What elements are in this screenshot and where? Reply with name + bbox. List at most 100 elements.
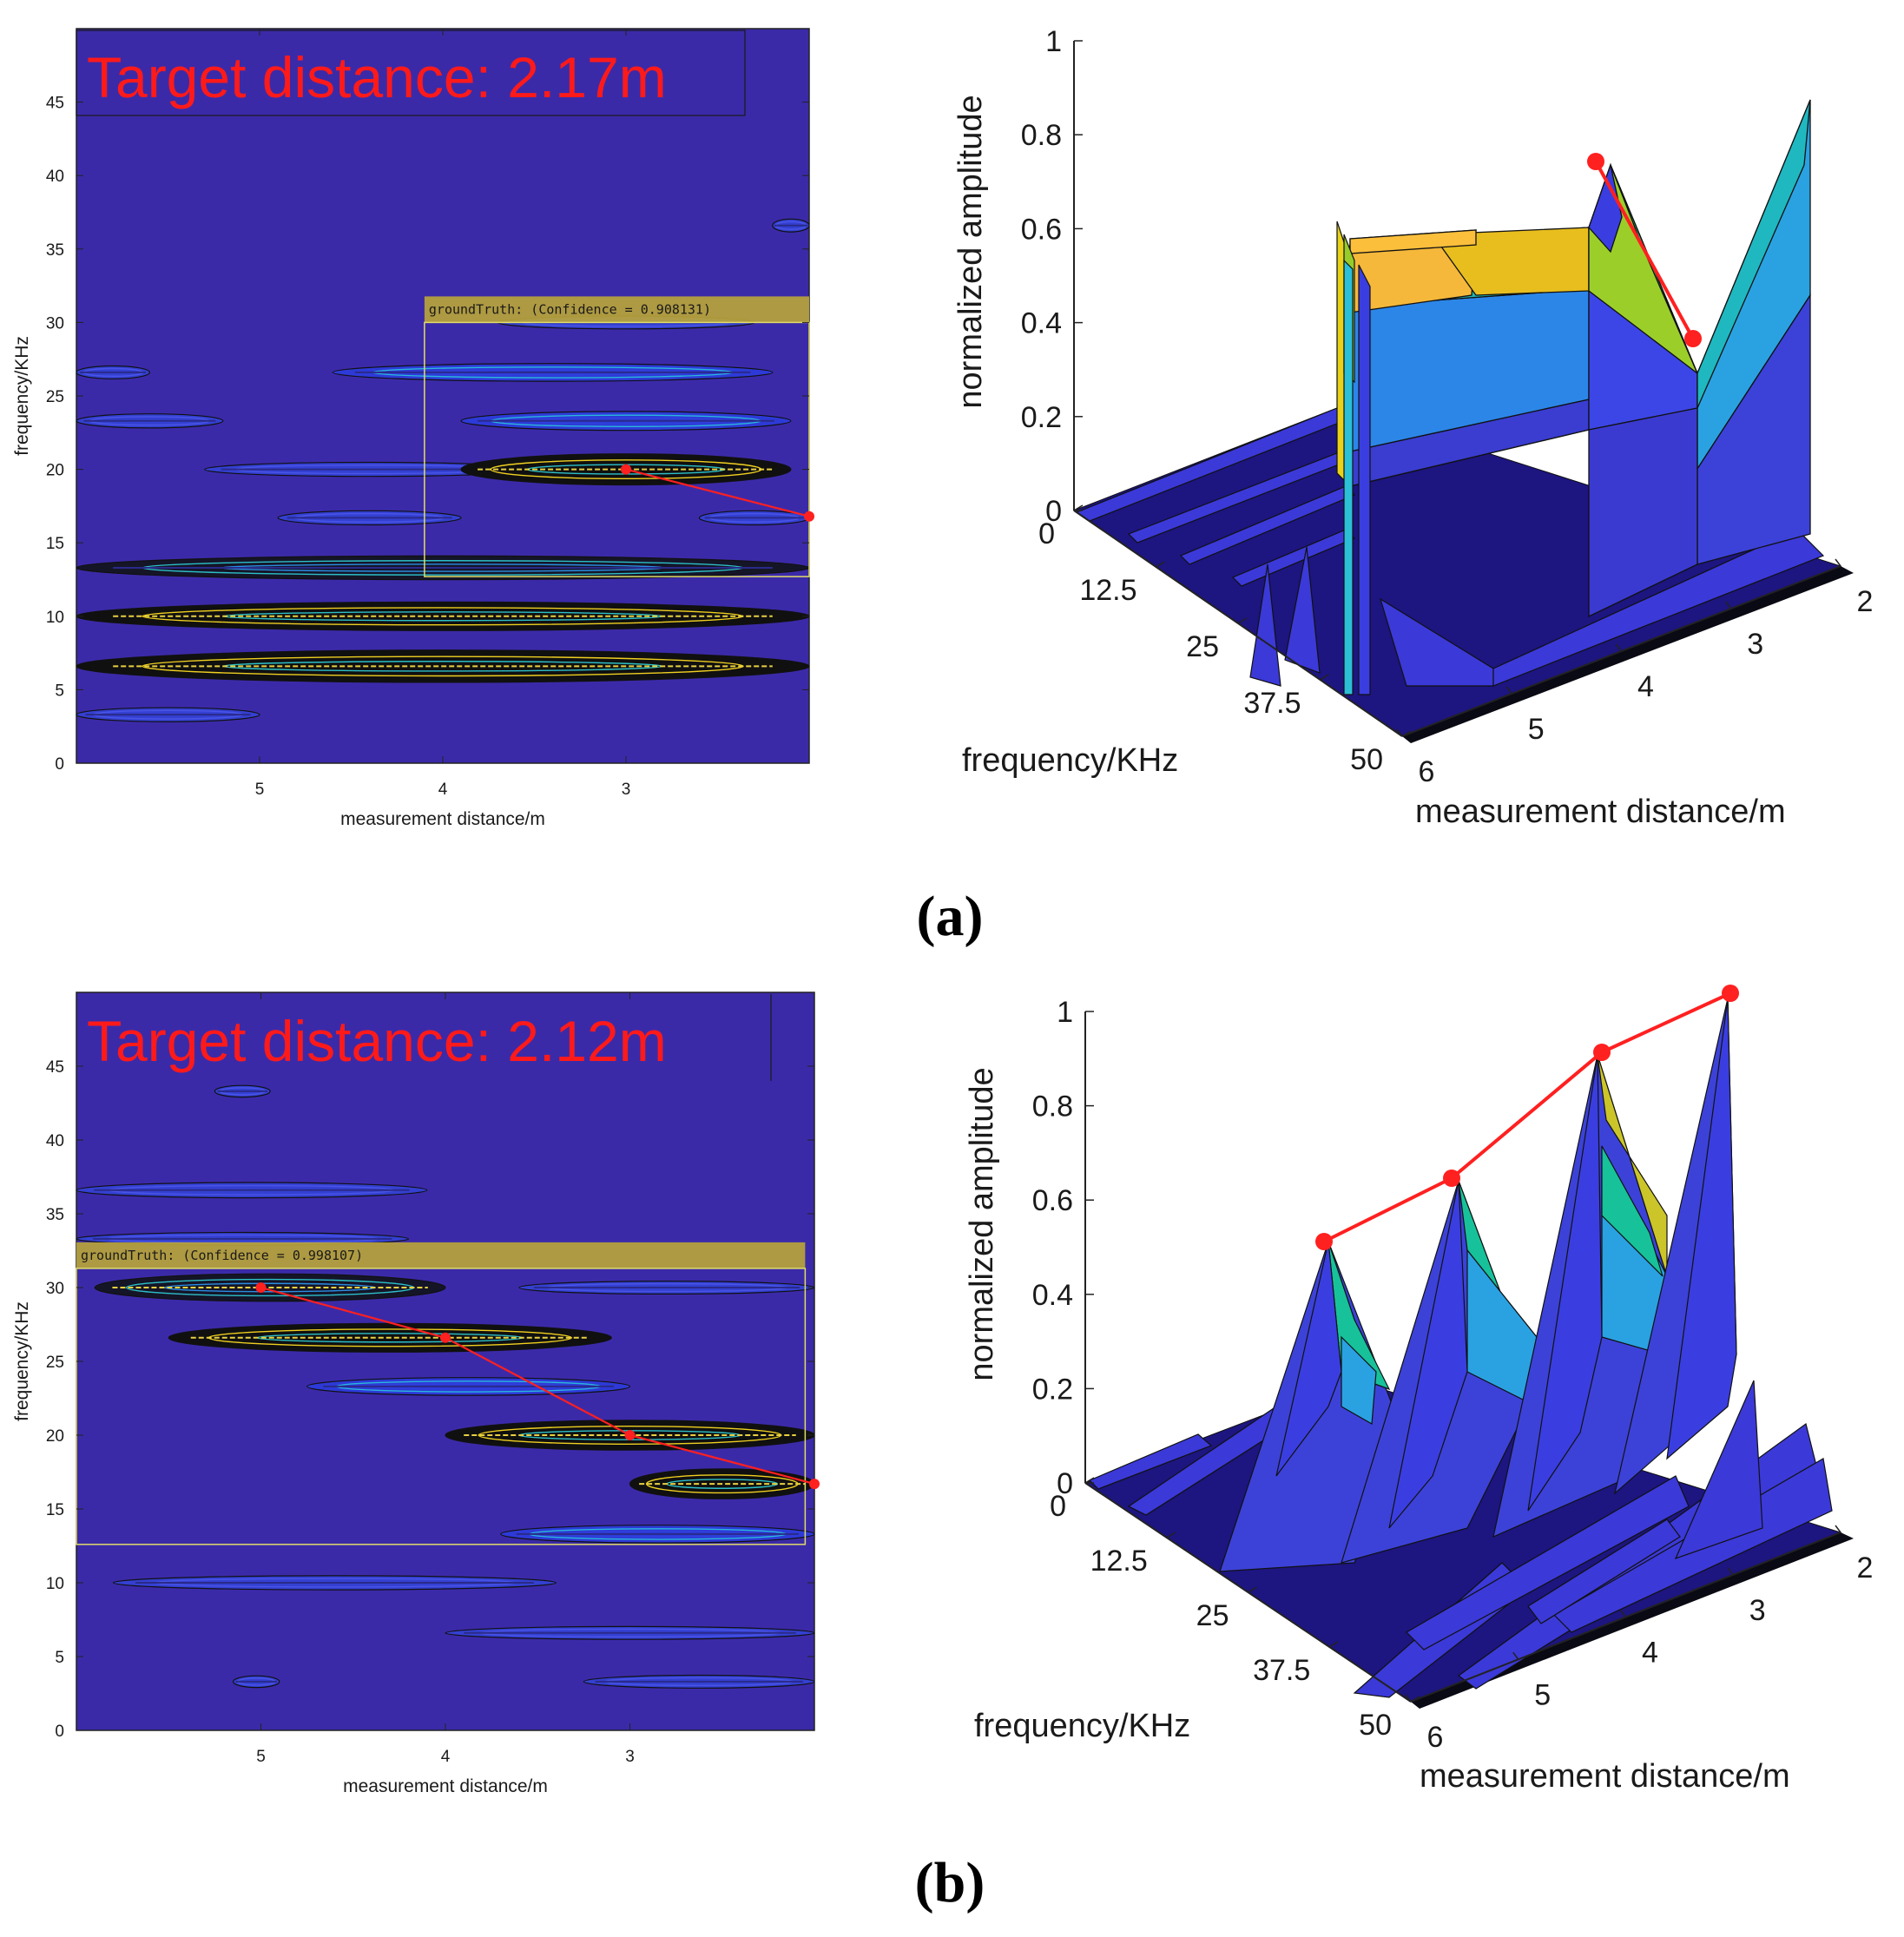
surface-b-axes: 0 0.2 0.4 0.6 0.8 1 0 12.5 25 37.5 50 2 3 4 5 6 [1032, 996, 1874, 1754]
freq-tick-label: 37.5 [1253, 1654, 1310, 1687]
freq-tick-mark [1401, 730, 1412, 737]
dist-tick-mark [1835, 1525, 1841, 1533]
ztick-label: 0.4 [1032, 1279, 1073, 1312]
peak-point [804, 511, 814, 522]
heatmap-band [76, 413, 224, 429]
ztick-label: 0.8 [1021, 119, 1062, 152]
surface-a-zlabel: normalized amplitude [952, 95, 989, 408]
target-distance-a: Target distance: 2.17m [87, 45, 667, 109]
ground-truth-rect [424, 321, 810, 577]
freq-tick-mark [1248, 1586, 1257, 1593]
peak-point [621, 464, 631, 475]
freq-tick-label: 0 [1038, 517, 1055, 550]
heatmap-a-axes: 0 5 10 15 20 25 30 35 40 45 5 4 3 [46, 29, 809, 799]
surface-a-spikes [1336, 221, 1371, 695]
dist-tick-label: 4 [1637, 670, 1654, 703]
surface-peak-point [1443, 1169, 1460, 1187]
xtick-label: 5 [255, 781, 265, 799]
dist-tick-mark [1512, 1651, 1519, 1660]
ztick-label: 0 [1045, 495, 1062, 528]
surface-b-peak-4 [1614, 998, 1737, 1495]
heatmap-band [76, 649, 809, 683]
ytick-label: 35 [46, 241, 64, 260]
heatmap-band [332, 363, 774, 382]
heatmap-band [94, 1273, 446, 1302]
surface-b-peak-3 [1492, 1052, 1668, 1538]
heatmap-band [583, 1674, 814, 1689]
ytick-label: 20 [46, 1427, 64, 1446]
heatmap-b-bands [76, 1084, 814, 1689]
panel-a-surface: 0 0.2 0.4 0.6 0.8 1 0 12.5 25 37.5 50 2 3 4 5 6 normali… [952, 25, 1873, 830]
ztick-label: 0 [1057, 1467, 1073, 1500]
surface-a-axes: 0 0.2 0.4 0.6 0.8 1 0 12.5 25 37.5 50 2 3 4 5 6 [1021, 25, 1874, 788]
target-distance-b: Target distance: 2.12m [87, 1009, 667, 1073]
surface-b-xlabel: measurement distance/m [1420, 1758, 1790, 1795]
surface-peak-line [1323, 992, 1731, 1243]
heatmap-b-axes: 0 5 10 15 20 25 30 35 40 45 5 4 3 [46, 992, 814, 1766]
dist-tick-label: 2 [1857, 1552, 1874, 1585]
xtick-label: 4 [441, 1748, 451, 1766]
panel-b-heatmap: Target distance: 2.12m groundTruth: (Con… [12, 992, 820, 1796]
ytick-label: 10 [46, 1575, 64, 1593]
target-label-box-a [76, 30, 746, 116]
ground-truth-header [76, 1242, 806, 1268]
ground-truth-header [424, 296, 809, 323]
heatmap-b-background [76, 992, 815, 1731]
freq-tick-label: 50 [1350, 743, 1383, 776]
ztick-label: 0.2 [1032, 1373, 1073, 1406]
freq-tick-label: 12.5 [1090, 1545, 1148, 1578]
surface-peak-line [1594, 161, 1695, 339]
heatmap-band [76, 707, 260, 722]
freq-tick-label: 50 [1359, 1709, 1392, 1742]
heatmap-band [518, 1281, 814, 1295]
dist-tick-mark [1405, 1694, 1412, 1703]
surface-a-right [1588, 99, 1811, 618]
surface-a-block [1349, 227, 1590, 487]
heatmap-band [445, 1625, 814, 1640]
heatmap-band [76, 601, 809, 631]
dist-tick-label: 3 [1747, 628, 1763, 661]
ytick-label: 35 [46, 1206, 64, 1224]
panel-b-surface: 0 0.2 0.4 0.6 0.8 1 0 12.5 25 37.5 50 2 3 4 5 6 normali… [964, 985, 1873, 1795]
freq-tick-label: 25 [1196, 1599, 1229, 1632]
ztick-label: 0.2 [1021, 401, 1062, 434]
ytick-label: 20 [46, 462, 64, 480]
ytick-label: 5 [55, 682, 64, 700]
heatmap-band [214, 1084, 271, 1098]
ytick-label: 30 [46, 314, 64, 333]
surface-peak-point [1684, 330, 1702, 347]
heatmap-band [698, 510, 809, 526]
surface-b-peak-1 [1219, 1240, 1407, 1572]
dist-tick-mark [1725, 601, 1732, 609]
dist-tick-mark [1835, 558, 1841, 567]
surface-b-zlabel: normalized amplitude [964, 1067, 1000, 1380]
ytick-label: 15 [46, 535, 64, 553]
dist-tick-mark [1615, 643, 1623, 652]
heatmap-a-background [76, 28, 810, 764]
ztick-label: 0.4 [1021, 307, 1062, 340]
heatmap-a-xlabel: measurement distance/m [340, 809, 545, 829]
freq-tick-mark [1328, 1641, 1339, 1648]
freq-tick-label: 12.5 [1079, 574, 1136, 607]
peak-point [624, 1430, 636, 1440]
heatmap-band [460, 411, 792, 432]
freq-tick-mark [1084, 1477, 1095, 1484]
dist-tick-label: 5 [1534, 1678, 1551, 1711]
ground-truth-box-b: groundTruth: (Confidence = 0.998107) [76, 1242, 807, 1545]
ground-truth-label: groundTruth: (Confidence = 0.908131) [429, 301, 711, 317]
heatmap-band [772, 218, 809, 233]
peak-path-line [260, 1286, 815, 1486]
heatmap-b-ylabel: frequency/KHz [12, 1301, 32, 1421]
xtick-label: 3 [622, 781, 631, 799]
surface-a-ridges [1075, 405, 1825, 687]
xtick-label: 4 [438, 781, 448, 799]
surface-b-peak-markers [1315, 985, 1739, 1250]
panel-a-heatmap: Target distance: 2.17m groundTruth: (Con… [12, 28, 814, 829]
heatmap-a-ylabel: frequency/KHz [12, 336, 32, 456]
dist-tick-label: 4 [1642, 1637, 1658, 1670]
surface-peak-point [1593, 1044, 1611, 1061]
ytick-label: 30 [46, 1280, 64, 1298]
ytick-label: 40 [46, 1132, 64, 1150]
freq-tick-label: 25 [1186, 630, 1219, 663]
ztick-label: 1 [1057, 996, 1073, 1029]
